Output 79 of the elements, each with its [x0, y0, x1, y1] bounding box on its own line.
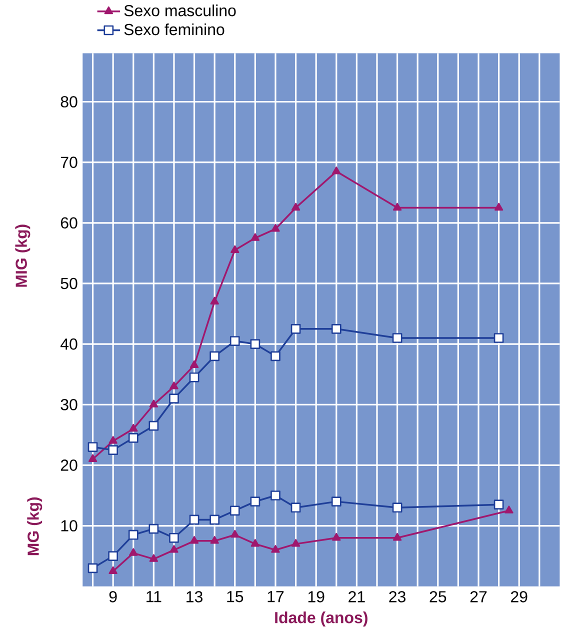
point	[392, 502, 402, 513]
point	[210, 296, 219, 304]
x-tick-label: 19	[308, 591, 324, 602]
point	[494, 333, 504, 343]
point	[148, 420, 158, 431]
point	[168, 394, 179, 404]
point	[270, 224, 280, 232]
x-tick-label: 17	[268, 591, 284, 602]
y-tick-label: 20	[60, 460, 78, 471]
point	[270, 545, 280, 553]
y-tick-label: 40	[60, 338, 78, 350]
point	[149, 554, 158, 562]
x-tick-label: 21	[348, 591, 365, 602]
point	[270, 351, 280, 362]
point	[190, 536, 198, 544]
point	[291, 539, 300, 547]
x-tick-label: 27	[470, 591, 486, 602]
point	[190, 360, 198, 368]
x-tick-label: 25	[430, 591, 446, 602]
point	[108, 436, 118, 444]
x-tick-label: 9	[109, 591, 117, 602]
x-tick-label: 23	[389, 591, 406, 602]
y-tick-label: 60	[60, 217, 78, 229]
point	[128, 530, 138, 540]
point	[494, 202, 503, 211]
point	[230, 506, 240, 516]
point	[128, 548, 138, 556]
x-tick-label: 13	[186, 591, 202, 602]
point	[230, 530, 240, 538]
legend-label: Sexo feminino	[124, 23, 224, 36]
point	[88, 442, 98, 452]
point	[291, 202, 300, 211]
point	[270, 490, 280, 500]
point	[149, 400, 158, 408]
point	[108, 445, 118, 455]
x-tick-label: 29	[510, 591, 528, 602]
y-tick-label: 30	[60, 398, 78, 410]
point	[230, 245, 240, 253]
point	[88, 563, 98, 574]
point	[168, 532, 179, 543]
point	[331, 324, 342, 334]
x-axis-title: Idade (anos)	[274, 612, 368, 626]
point	[290, 502, 301, 513]
y-tick-label: 50	[60, 278, 78, 290]
point	[250, 496, 260, 506]
point	[392, 532, 402, 541]
point	[148, 524, 158, 534]
point	[88, 454, 97, 462]
point	[230, 336, 240, 346]
x-tick-label: 11	[146, 591, 162, 602]
point	[331, 496, 342, 506]
point	[494, 500, 504, 510]
point	[392, 202, 402, 211]
legend-label: Sexo masculino	[124, 4, 236, 16]
y-tick-label: 70	[60, 156, 78, 168]
y-axis-title: MIG (kg)	[15, 224, 30, 287]
point	[250, 233, 260, 241]
point	[108, 566, 118, 574]
point	[128, 424, 138, 432]
point	[250, 339, 260, 349]
y-tick-label: 80	[60, 96, 78, 108]
point	[250, 539, 260, 547]
point	[504, 506, 514, 514]
point	[108, 551, 118, 561]
text: MG (kg)	[26, 497, 42, 556]
point	[169, 382, 178, 390]
point	[189, 372, 200, 382]
point	[290, 324, 301, 334]
point	[209, 514, 220, 525]
point	[332, 532, 341, 541]
y-tick-label: 10	[61, 520, 78, 532]
point	[392, 333, 402, 343]
x-tick-label: 15	[227, 591, 243, 602]
point	[210, 536, 219, 544]
point	[209, 351, 220, 362]
point	[189, 514, 200, 525]
point	[128, 433, 138, 443]
point	[169, 545, 178, 553]
point	[332, 166, 341, 174]
